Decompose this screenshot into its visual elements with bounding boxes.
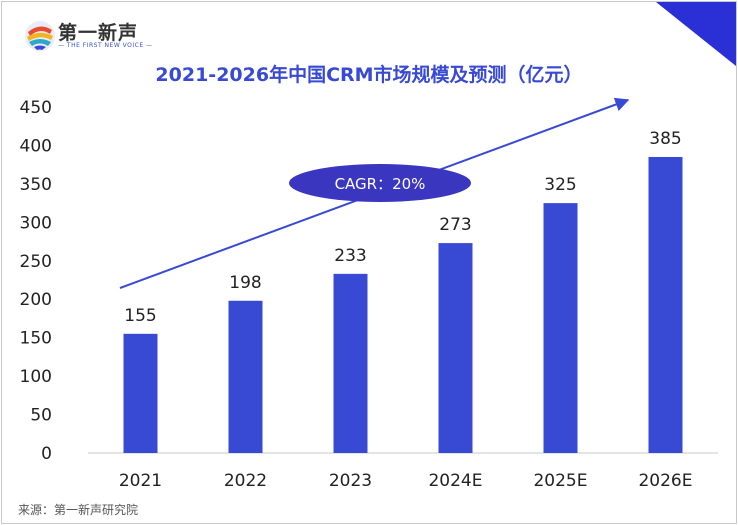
- bar-value-label: 273: [439, 215, 471, 235]
- bar-2026E: [648, 156, 683, 453]
- y-tick-label: 350: [20, 175, 52, 195]
- y-tick-label: 300: [20, 213, 52, 233]
- x-tick-label: 2023: [329, 471, 372, 491]
- y-tick-label: 0: [41, 444, 52, 464]
- y-tick-label: 50: [30, 406, 52, 426]
- bar-2023: [333, 273, 368, 453]
- bar-value-label: 233: [334, 246, 366, 266]
- y-tick-label: 450: [20, 98, 52, 118]
- bar-value-labels: 155 198 233 273 325 385: [124, 129, 681, 326]
- x-tick-label: 2022: [224, 471, 267, 491]
- cagr-ellipse: [289, 164, 471, 202]
- chart-title: 2021-2026年中国CRM市场规模及预测（亿元）: [155, 64, 583, 86]
- x-tick-label: 2025E: [533, 471, 587, 491]
- x-tick-label: 2026E: [638, 471, 692, 491]
- brand-name: 第一新声: [58, 22, 139, 44]
- y-tick-label: 400: [20, 136, 52, 156]
- bars-group: [123, 156, 683, 453]
- cagr-badge: CAGR：20%: [289, 164, 471, 202]
- y-tick-label: 200: [20, 290, 52, 310]
- bar-2021: [123, 333, 158, 453]
- y-tick-label: 150: [20, 329, 52, 349]
- y-tick-label: 100: [20, 367, 52, 387]
- x-axis-ticks: 2021 2022 2023 2024E 2025E 2026E: [119, 471, 693, 491]
- bar-value-label: 385: [649, 129, 681, 149]
- x-tick-label: 2024E: [428, 471, 482, 491]
- bar-2022: [228, 300, 263, 453]
- y-tick-label: 250: [20, 252, 52, 272]
- corner-decoration: [656, 2, 736, 66]
- bar-value-label: 198: [229, 273, 261, 293]
- bar-value-label: 325: [544, 175, 576, 195]
- bar-2025E: [543, 203, 578, 453]
- x-tick-label: 2021: [119, 471, 162, 491]
- bar-2024E: [438, 243, 473, 453]
- y-axis-ticks: 0 50 100 150 200 250 300 350 400 450: [20, 98, 52, 464]
- brand-subtitle: — THE FIRST NEW VOICE —: [58, 42, 153, 49]
- source-note: 来源：第一新声研究院: [18, 503, 139, 517]
- brand-logo-icon: [25, 21, 55, 51]
- bar-value-label: 155: [124, 306, 156, 326]
- cagr-label: CAGR：20%: [335, 175, 426, 193]
